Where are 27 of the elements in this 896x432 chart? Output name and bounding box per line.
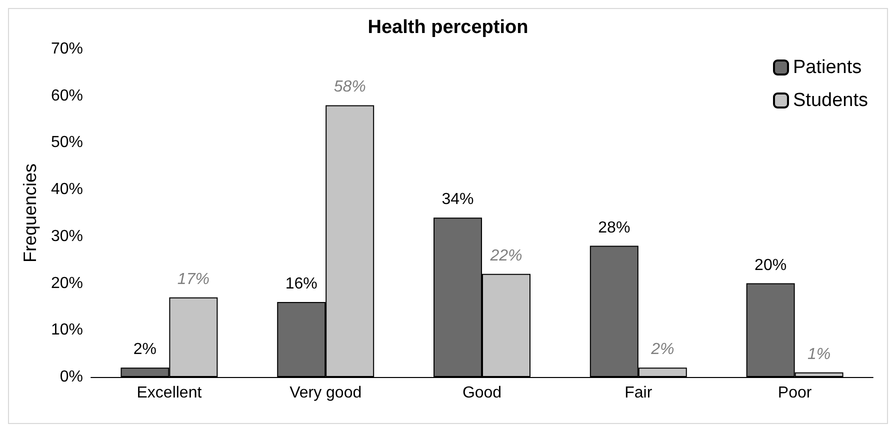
x-tick-label: Excellent [136,384,202,402]
legend-label: Patients [793,57,862,78]
y-axis-title: Frequencies [20,163,40,263]
data-label: 28% [598,219,630,236]
y-tick-label: 10% [50,322,83,339]
data-label: 34% [442,191,474,208]
y-tick-label: 40% [50,181,83,198]
y-tick-label: 20% [50,274,83,292]
data-label: 1% [807,346,831,363]
data-label: 2% [133,341,157,358]
x-tick-label: Fair [624,384,653,402]
data-label: 2% [650,341,674,358]
chart-title: Health perception [368,17,528,38]
y-tick-label: 30% [50,228,83,245]
data-label: 20% [754,256,787,274]
data-label: 22% [489,247,522,264]
y-tick-label: 50% [50,134,83,152]
y-tick-label: 70% [50,40,83,58]
data-label: 58% [334,78,366,96]
data-label: 16% [285,276,318,293]
x-tick-label: Very good [290,384,362,402]
legend-label: Students [793,90,868,111]
y-tick-label: 60% [50,87,83,104]
x-tick-label: Poor [778,384,812,402]
x-tick-label: Good [462,384,502,402]
data-label: 17% [177,270,210,288]
y-tick-label: 0% [60,368,83,386]
